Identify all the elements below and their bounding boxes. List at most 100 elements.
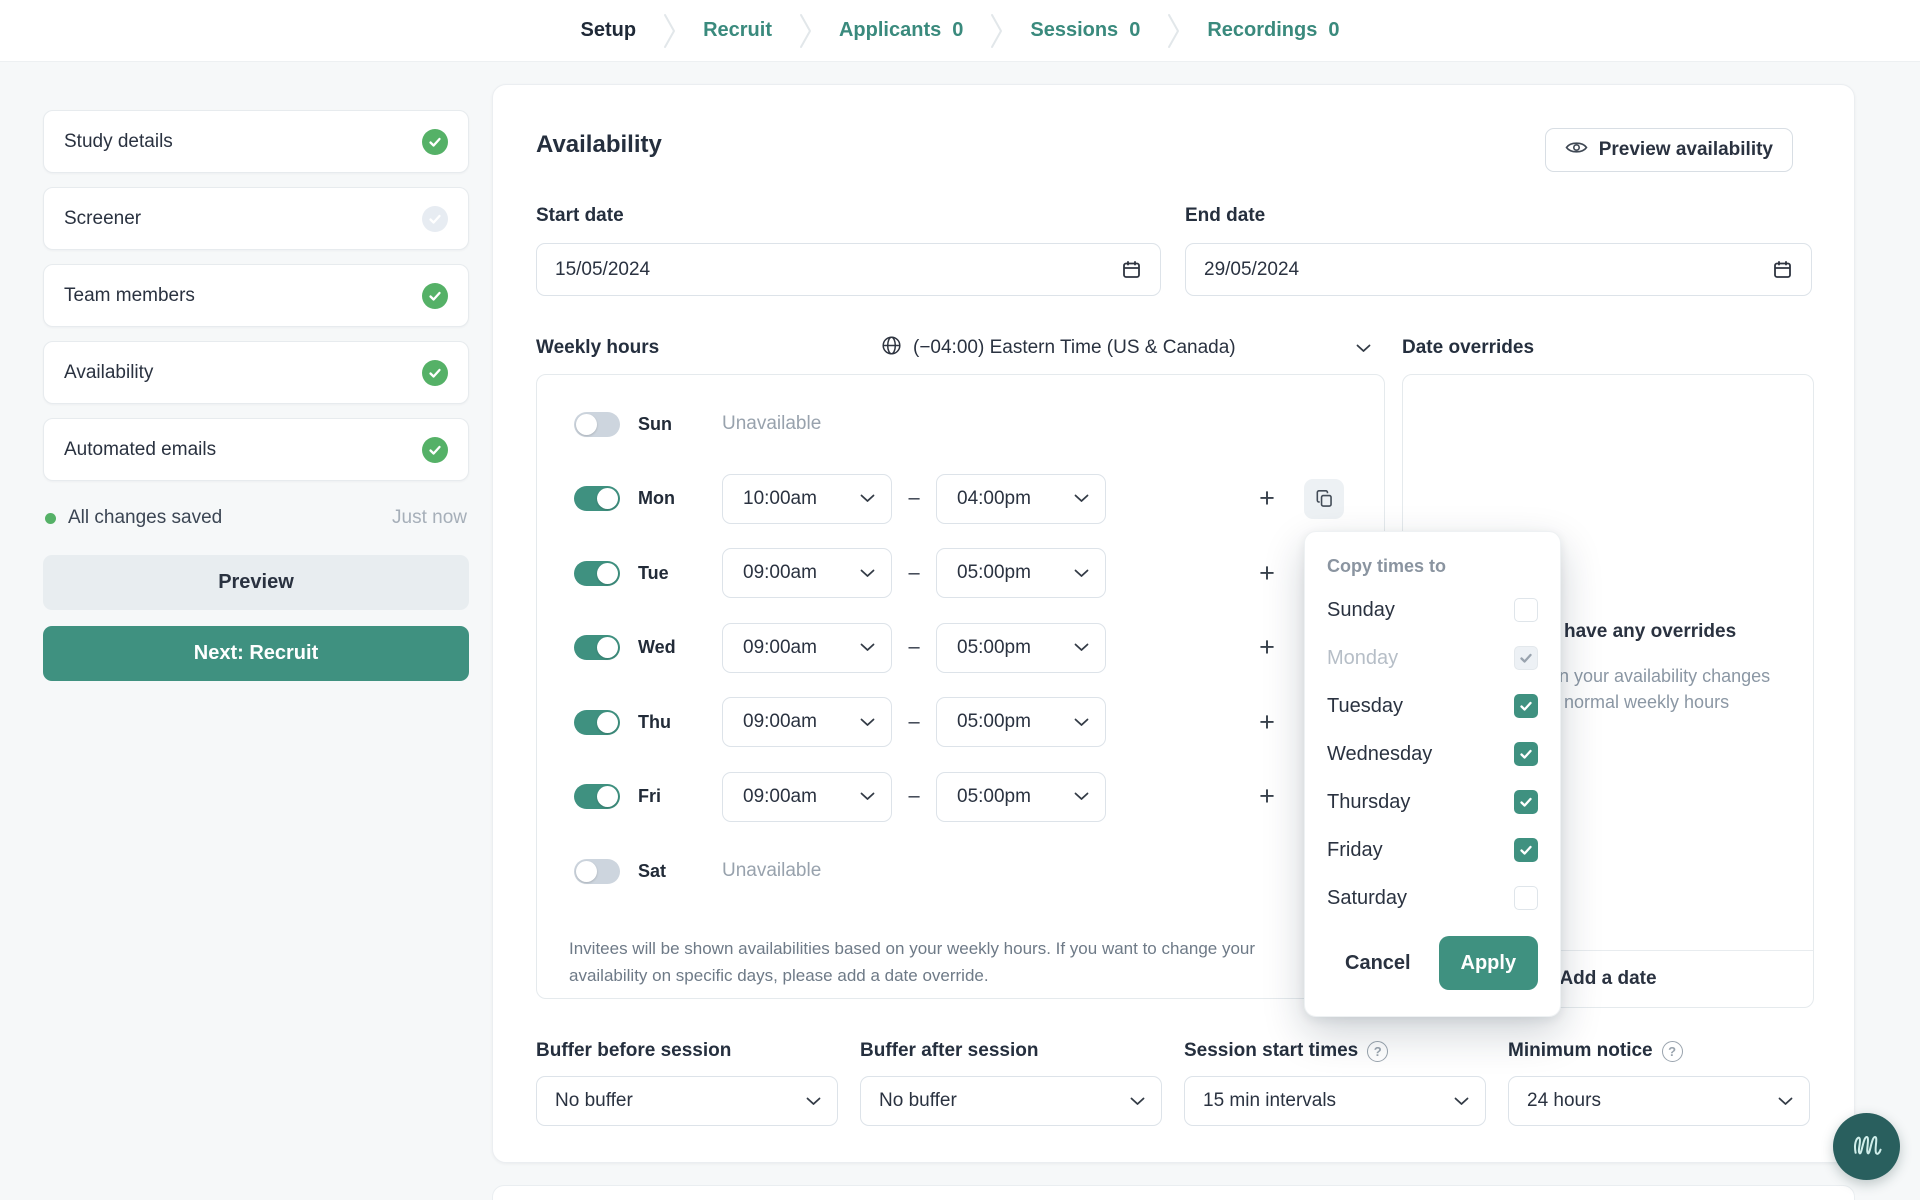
setting-minimum-notice: Minimum notice 24 hours — [1508, 1040, 1810, 1126]
day-row-fri: Fri 09:00am 05:00pm — [537, 760, 1384, 835]
toggle-sat[interactable] — [574, 858, 620, 884]
add-interval-button-thu[interactable] — [1252, 702, 1282, 742]
sidebar-item-automated-emails[interactable]: Automated emails — [43, 418, 469, 481]
copy-day-checkbox-sunday[interactable] — [1514, 598, 1538, 622]
copy-times-button-mon[interactable] — [1304, 478, 1344, 519]
brand-logo-button[interactable] — [1833, 1113, 1900, 1180]
copy-day-checkbox-monday[interactable] — [1514, 646, 1538, 670]
cancel-button[interactable]: Cancel — [1345, 951, 1411, 974]
end-time-value: 05:00pm — [957, 785, 1031, 807]
chevron-separator-icon — [799, 13, 812, 49]
add-interval-button-tue[interactable] — [1252, 553, 1282, 593]
copy-day-checkbox-friday[interactable] — [1514, 838, 1538, 862]
end-time-select-wed[interactable]: 05:00pm — [936, 622, 1106, 673]
apply-button[interactable]: Apply — [1438, 936, 1538, 990]
toggle-sun[interactable] — [574, 411, 620, 437]
start-time-select-wed[interactable]: 09:00am — [722, 622, 892, 673]
sidebar-steps: Study details Screener Team members Avai… — [43, 110, 469, 481]
time-range-dash — [892, 562, 936, 585]
setting-select-buffer-before-session[interactable]: No buffer — [536, 1076, 838, 1126]
next-section-card-edge — [492, 1185, 1855, 1200]
sidebar-item-label: Availability — [64, 361, 154, 383]
copy-times-title: Copy times to — [1327, 556, 1447, 576]
save-status-text: All changes saved — [68, 507, 223, 528]
day-label: Fri — [638, 786, 662, 807]
calendar-icon[interactable] — [1121, 259, 1142, 280]
nav-item-count: 0 — [1129, 19, 1141, 41]
nav-item-setup[interactable]: Setup — [581, 19, 637, 42]
sidebar-item-label: Study details — [64, 130, 173, 152]
start-time-select-fri[interactable]: 09:00am — [722, 771, 892, 822]
add-interval-button-mon[interactable] — [1252, 479, 1282, 519]
toggle-fri[interactable] — [574, 784, 620, 810]
end-time-select-mon[interactable]: 04:00pm — [936, 473, 1106, 524]
toggle-knob — [597, 488, 618, 510]
start-time-value: 09:00am — [743, 785, 817, 807]
end-time-select-thu[interactable]: 05:00pm — [936, 697, 1106, 748]
globe-icon — [881, 335, 902, 361]
end-date-value: 29/05/2024 — [1204, 258, 1300, 280]
copy-day-checkbox-thursday[interactable] — [1514, 790, 1538, 814]
add-interval-button-wed[interactable] — [1252, 628, 1282, 668]
sidebar-item-screener[interactable]: Screener — [43, 187, 469, 250]
sidebar-item-availability[interactable]: Availability — [43, 341, 469, 404]
start-time-value: 10:00am — [743, 487, 817, 509]
nav-item-recruit[interactable]: Recruit — [703, 19, 772, 42]
sidebar-item-study-details[interactable]: Study details — [43, 110, 469, 173]
start-time-select-tue[interactable]: 09:00am — [722, 548, 892, 599]
preview-button[interactable]: Preview — [43, 555, 469, 610]
weekly-hours-card: Sun Unavailable Mon 10:00am 04:00pm Tue 09:00a… — [536, 374, 1385, 999]
end-date-input[interactable]: 29/05/2024 — [1185, 243, 1812, 296]
nav-item-label: Applicants — [838, 19, 942, 41]
start-time-select-thu[interactable]: 09:00am — [722, 697, 892, 748]
weekly-note-line1: Invitees will be shown availabilities ba… — [569, 938, 1256, 958]
toggle-mon[interactable] — [574, 486, 620, 512]
setup-progress-nav: Setup Recruit Applicants 0 Sessions 0 Recordin… — [0, 0, 1920, 61]
nav-item-recordings[interactable]: Recordings 0 — [1207, 19, 1339, 42]
chevron-down-icon — [860, 792, 875, 801]
preview-availability-button[interactable]: Preview availability — [1544, 128, 1793, 172]
overrides-empty-text-1: n your availability changes — [1559, 666, 1771, 686]
start-date-input[interactable]: 15/05/2024 — [536, 243, 1161, 296]
setting-value: No buffer — [555, 1090, 633, 1111]
toggle-wed[interactable] — [574, 635, 620, 661]
day-label: Thu — [638, 711, 671, 732]
time-range-dash — [892, 487, 936, 510]
sidebar-item-team-members[interactable]: Team members — [43, 264, 469, 327]
setting-select-minimum-notice[interactable]: 24 hours — [1508, 1076, 1810, 1126]
help-icon[interactable] — [1661, 1040, 1683, 1062]
next-recruit-button[interactable]: Next: Recruit — [43, 626, 469, 681]
save-status-time: Just now — [392, 507, 467, 528]
add-a-date-button[interactable]: Add a date — [1403, 950, 1813, 1007]
chevron-down-icon — [860, 718, 875, 727]
setting-select-session-start-times[interactable]: 15 min intervals — [1184, 1076, 1486, 1126]
chevron-down-icon — [1074, 718, 1089, 727]
toggle-knob — [597, 786, 618, 808]
setting-session-start-times: Session start times 15 min intervals — [1184, 1040, 1486, 1126]
timezone-select[interactable]: (−04:00) Eastern Time (US & Canada) — [881, 335, 1371, 361]
add-interval-button-fri[interactable] — [1252, 777, 1282, 817]
day-row-mon: Mon 10:00am 04:00pm — [537, 462, 1384, 537]
toggle-tue[interactable] — [574, 560, 620, 586]
nav-item-sessions[interactable]: Sessions 0 — [1030, 19, 1140, 42]
nav-item-applicants[interactable]: Applicants 0 — [839, 19, 963, 42]
copy-day-checkbox-saturday[interactable] — [1514, 886, 1538, 910]
setting-label-text: Buffer before session — [536, 1040, 732, 1061]
toggle-thu[interactable] — [574, 709, 620, 735]
overrides-empty-title: have any overrides — [1564, 621, 1737, 642]
step-complete-check-icon — [422, 128, 448, 155]
copy-day-checkbox-tuesday[interactable] — [1514, 694, 1538, 718]
chevron-down-icon — [1074, 569, 1089, 578]
nav-item-count: 0 — [952, 19, 964, 41]
calendar-icon[interactable] — [1772, 259, 1793, 280]
end-time-select-tue[interactable]: 05:00pm — [936, 548, 1106, 599]
day-label: Sat — [638, 860, 667, 881]
scribble-logo-icon — [1846, 1123, 1888, 1170]
setting-select-buffer-after-session[interactable]: No buffer — [860, 1076, 1162, 1126]
start-time-select-mon[interactable]: 10:00am — [722, 473, 892, 524]
end-time-select-fri[interactable]: 05:00pm — [936, 771, 1106, 822]
copy-day-checkbox-wednesday[interactable] — [1514, 742, 1538, 766]
help-icon[interactable] — [1367, 1040, 1389, 1062]
chevron-separator-icon — [1167, 13, 1180, 49]
